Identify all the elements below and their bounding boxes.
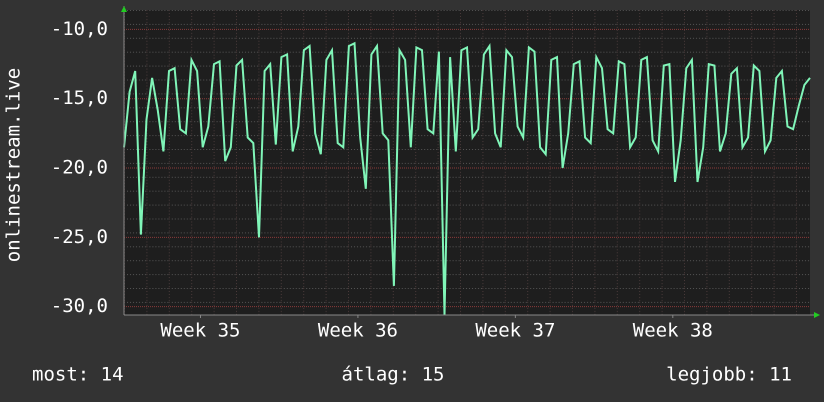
x-tick-label: Week 38: [633, 320, 713, 342]
y-tick-label: -30,0: [51, 295, 108, 317]
x-tick-label: Week 36: [318, 320, 398, 342]
x-tick-label: Week 37: [475, 320, 555, 342]
series-line: [123, 41, 811, 316]
y-tick-label: -20,0: [51, 157, 108, 179]
y-axis-label: onlinestream.live: [3, 68, 25, 262]
stat-current: most: 14: [32, 364, 124, 386]
stat-best: legjobb: 11: [666, 364, 792, 386]
chart-layer: -10,0 -15,0 -20,0 -25,0 -30,0 Week 35 Week 36 W…: [51, 18, 811, 342]
y-arrow: [121, 6, 127, 12]
y-tick-label: -10,0: [51, 18, 108, 40]
y-tick-label: -25,0: [51, 226, 108, 248]
stat-average: átlag: 15: [342, 364, 445, 386]
x-arrow: [814, 312, 820, 318]
y-tick-label: -15,0: [51, 87, 108, 109]
x-tick-label: Week 35: [160, 320, 240, 342]
